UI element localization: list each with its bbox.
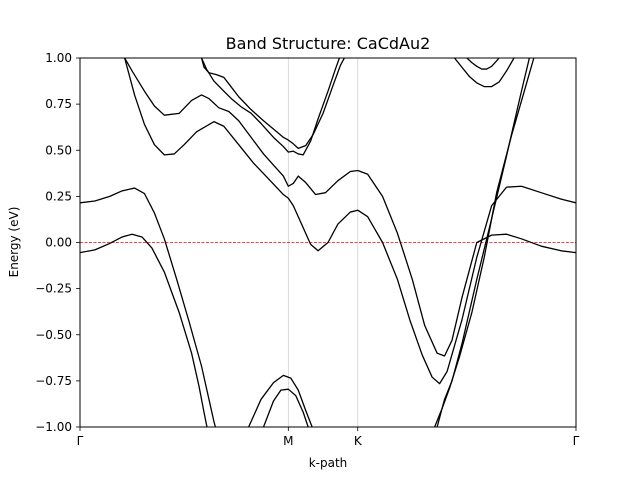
band-line-2 <box>124 58 576 385</box>
x-tick-label-2: K <box>354 434 363 448</box>
y-tick-label-8: 1.00 <box>45 51 72 65</box>
x-axis-label: k-path <box>309 456 348 470</box>
band-line-4 <box>200 58 345 150</box>
band-line-3 <box>124 58 576 357</box>
y-tick-label-1: −0.75 <box>35 374 72 388</box>
y-tick-label-4: 0.00 <box>45 236 72 250</box>
y-tick-label-5: 0.25 <box>45 189 72 203</box>
band-line-0 <box>80 233 208 427</box>
y-axis-label: Energy (eV) <box>7 207 21 278</box>
band-lines <box>80 58 576 427</box>
y-tick-label-2: −0.50 <box>35 328 72 342</box>
x-tick-label-3: Γ <box>573 434 580 448</box>
chart-title: Band Structure: CaCdAu2 <box>226 34 431 53</box>
y-axis-ticks: −1.00 −0.75 −0.50 −0.25 0.00 0.25 0.50 0.75 1.00 <box>35 51 80 434</box>
band-line-11 <box>466 58 500 70</box>
y-tick-label-3: −0.25 <box>35 282 72 296</box>
band-line-5 <box>200 58 341 156</box>
band-line-1 <box>80 187 217 427</box>
y-tick-label-0: −1.00 <box>35 420 72 434</box>
band-line-6 <box>262 388 309 427</box>
band-line-7 <box>248 374 313 427</box>
band-line-9 <box>434 58 535 427</box>
y-tick-label-7: 0.75 <box>45 97 72 111</box>
band-line-10 <box>453 58 515 88</box>
y-tick-label-6: 0.50 <box>45 143 72 157</box>
x-tick-label-1: M <box>283 434 293 448</box>
x-tick-label-0: Γ <box>77 434 84 448</box>
